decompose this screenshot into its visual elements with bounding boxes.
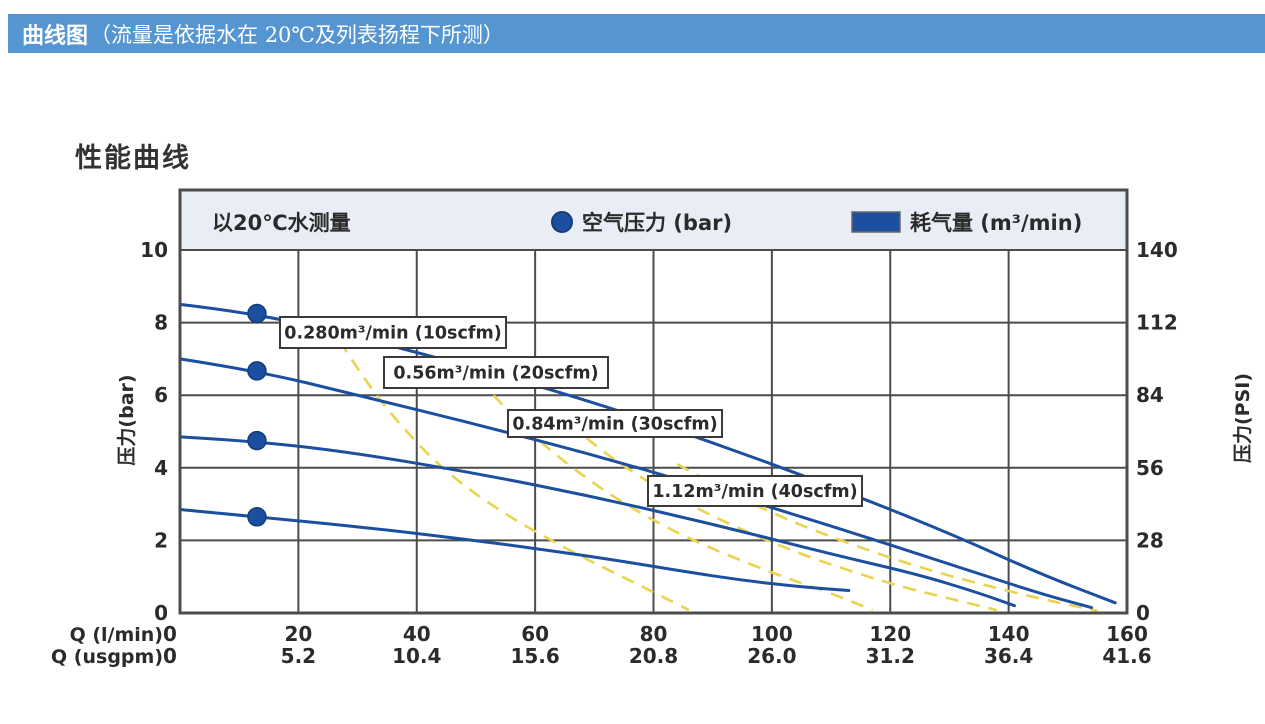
x-tick-usgpm: 10.4 bbox=[392, 644, 441, 668]
y-left-tick: 2 bbox=[154, 528, 168, 552]
x-axis-lmin-prefix: Q (l/min) bbox=[70, 624, 163, 646]
legend-air-consumption-label: 耗气量 (m³/min) bbox=[910, 211, 1082, 235]
y-right-tick: 28 bbox=[1136, 528, 1164, 552]
air-pressure-marker bbox=[247, 507, 267, 527]
curve-label-box bbox=[507, 409, 723, 438]
x-tick-usgpm: 0 bbox=[163, 644, 177, 668]
legend-air-pressure-dot-icon bbox=[551, 211, 573, 233]
y-left-tick: 10 bbox=[140, 238, 168, 262]
legend-note: 以20℃水测量 bbox=[212, 211, 351, 235]
curve-label-box bbox=[647, 475, 863, 507]
chart-border bbox=[178, 188, 1129, 615]
x-tick-lmin: 20 bbox=[284, 622, 312, 646]
page-header-title: 曲线图 bbox=[22, 22, 89, 49]
curve-label: 0.84m³/min (30scfm) bbox=[512, 415, 717, 435]
curve-label: 1.12m³/min (40scfm) bbox=[652, 482, 857, 502]
x-axis-usgpm-prefix: Q (usgpm) bbox=[51, 646, 163, 668]
curve-label-box bbox=[383, 356, 609, 389]
x-tick-lmin: 0 bbox=[163, 622, 177, 646]
chart-title: 性能曲线 bbox=[75, 143, 191, 174]
y-right-tick: 56 bbox=[1136, 456, 1164, 480]
x-tick-lmin: 100 bbox=[751, 622, 793, 646]
x-tick-usgpm: 41.6 bbox=[1102, 644, 1151, 668]
y-right-tick: 0 bbox=[1136, 601, 1150, 625]
y-left-axis-title: 压力(bar) bbox=[115, 374, 138, 465]
x-tick-lmin: 40 bbox=[403, 622, 431, 646]
curve-label: 0.56m³/min (20scfm) bbox=[393, 364, 598, 384]
pressure-curve bbox=[178, 508, 851, 592]
x-tick-lmin: 160 bbox=[1106, 622, 1148, 646]
curve-labels: 0.280m³/min (10scfm) 0.56m³/min (20scfm) 0… bbox=[279, 316, 863, 507]
x-tick-usgpm: 20.8 bbox=[629, 644, 678, 668]
x-tick-usgpm: 26.0 bbox=[747, 644, 796, 668]
y-right-axis-title: 压力(PSI) bbox=[1231, 373, 1254, 463]
y-left-tick: 8 bbox=[154, 311, 168, 335]
x-tick-lmin: 120 bbox=[869, 622, 911, 646]
pressure-curve bbox=[178, 435, 1016, 608]
y-left-tick: 6 bbox=[154, 383, 168, 407]
curve-label: 0.280m³/min (10scfm) bbox=[284, 324, 501, 344]
y-left-tick: 0 bbox=[154, 601, 168, 625]
x-tick-usgpm: 36.4 bbox=[984, 644, 1033, 668]
pressure-curve bbox=[178, 357, 1093, 610]
air-pressure-marker bbox=[247, 430, 267, 451]
page-header-bar: 曲线图 （流量是依据水在 20℃及列表扬程下所测） bbox=[8, 14, 1265, 53]
y-right-tick: 112 bbox=[1136, 311, 1178, 335]
pressure-curve bbox=[178, 302, 1117, 605]
x-tick-lmin: 140 bbox=[988, 622, 1030, 646]
pressure-curves bbox=[178, 302, 1117, 610]
x-tick-lmin: 80 bbox=[640, 622, 668, 646]
air-consumption-curve bbox=[552, 408, 998, 612]
air-pressure-marker bbox=[247, 303, 267, 324]
y-right-tick: 84 bbox=[1136, 383, 1164, 407]
y-left-tick: 4 bbox=[154, 456, 168, 480]
x-tick-usgpm: 5.2 bbox=[281, 644, 316, 668]
legend-air-pressure-label: 空气压力 (bar) bbox=[582, 211, 732, 235]
x-tick-usgpm: 31.2 bbox=[866, 644, 915, 668]
x-tick-lmin: 60 bbox=[521, 622, 549, 646]
legend-air-consumption-swatch-icon bbox=[851, 211, 901, 233]
air-pressure-markers bbox=[247, 303, 267, 527]
page-header-subtitle: （流量是依据水在 20℃及列表扬程下所测） bbox=[90, 22, 504, 47]
air-consumption-curve bbox=[676, 463, 1098, 613]
curve-label-box bbox=[279, 316, 507, 349]
legend-band bbox=[180, 190, 1127, 250]
x-tick-usgpm: 15.6 bbox=[510, 644, 559, 668]
air-consumption-curve bbox=[326, 321, 690, 612]
air-pressure-marker bbox=[247, 361, 267, 381]
y-right-tick: 140 bbox=[1136, 238, 1178, 262]
